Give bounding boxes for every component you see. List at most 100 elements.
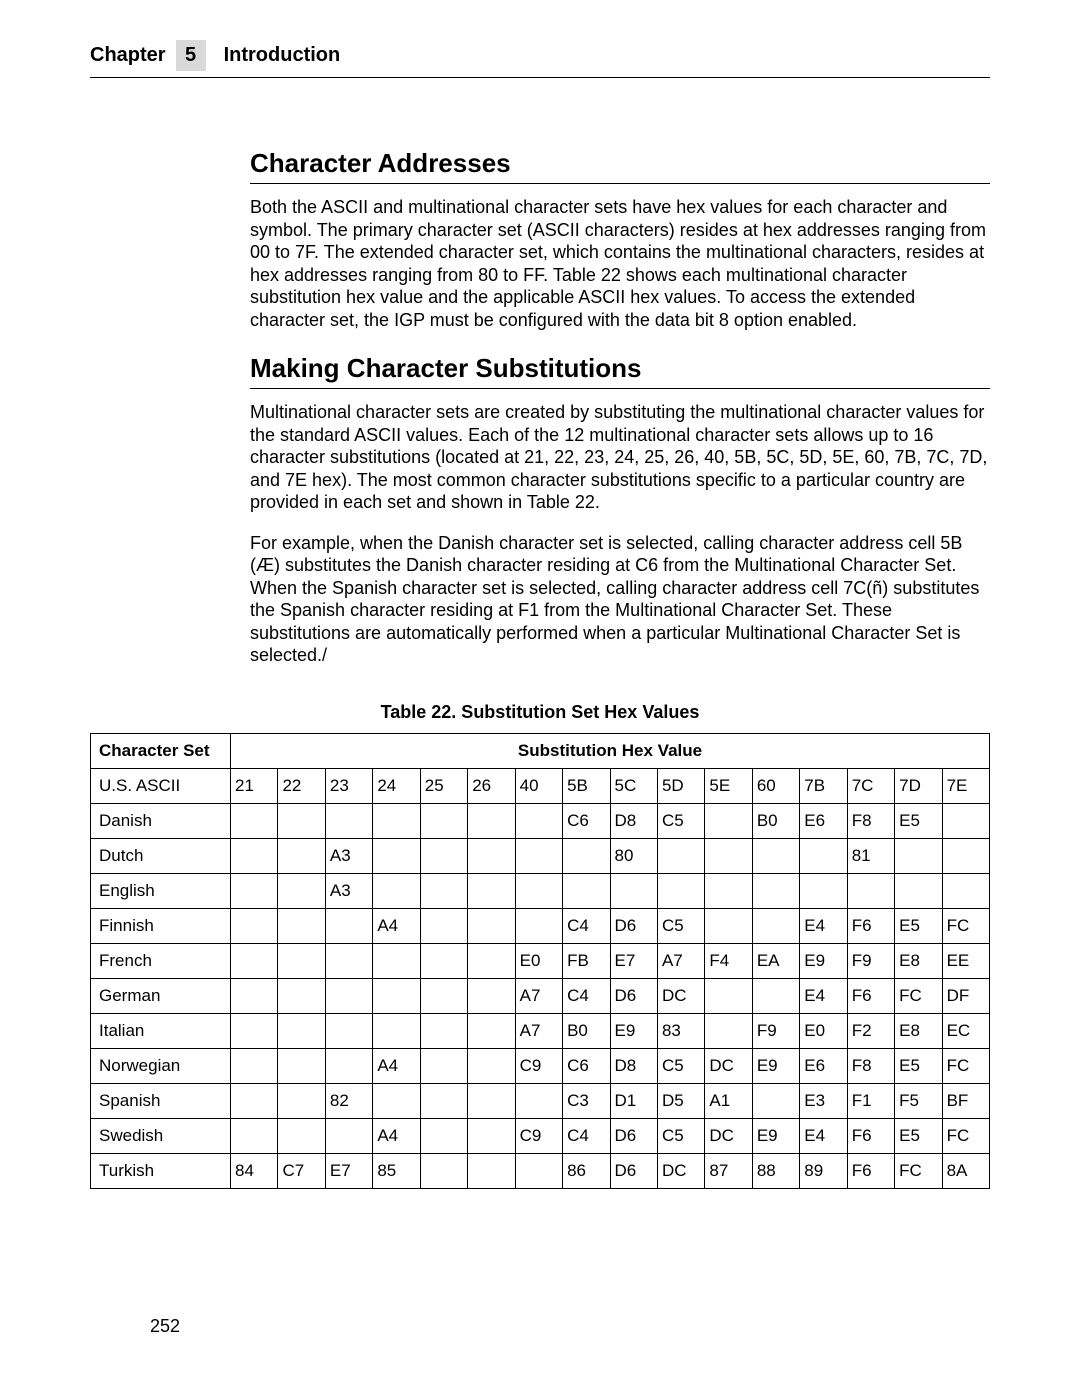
cell-hex-value: C5 bbox=[657, 1048, 704, 1083]
cell-hex-value bbox=[278, 943, 325, 978]
table-caption: Table 22. Substitution Set Hex Values bbox=[90, 702, 990, 723]
cell-hex-value bbox=[420, 1118, 467, 1153]
cell-hex-value: 81 bbox=[847, 838, 894, 873]
cell-hex-value: 60 bbox=[752, 768, 799, 803]
cell-hex-value bbox=[325, 1048, 372, 1083]
table-row: Turkish84C7E78586D6DC878889F6FC8A bbox=[91, 1153, 990, 1188]
cell-hex-value: D5 bbox=[657, 1083, 704, 1118]
cell-hex-value bbox=[657, 873, 704, 908]
cell-hex-value bbox=[468, 1048, 515, 1083]
cell-hex-value bbox=[231, 1118, 278, 1153]
page: Chapter 5 Introduction Character Address… bbox=[0, 0, 1080, 1397]
cell-character-set: English bbox=[91, 873, 231, 908]
cell-hex-value: DC bbox=[657, 1153, 704, 1188]
cell-hex-value: E6 bbox=[800, 803, 847, 838]
cell-hex-value: F6 bbox=[847, 978, 894, 1013]
cell-hex-value bbox=[468, 908, 515, 943]
cell-hex-value bbox=[515, 803, 562, 838]
cell-hex-value bbox=[231, 908, 278, 943]
cell-hex-value bbox=[752, 838, 799, 873]
cell-hex-value bbox=[231, 1083, 278, 1118]
table-header-row: Character Set Substitution Hex Value bbox=[91, 733, 990, 768]
cell-hex-value: B0 bbox=[563, 1013, 610, 1048]
cell-hex-value: B0 bbox=[752, 803, 799, 838]
cell-hex-value bbox=[373, 838, 420, 873]
cell-hex-value bbox=[278, 873, 325, 908]
cell-hex-value: A7 bbox=[657, 943, 704, 978]
table-row: SwedishA4C9C4D6C5DCE9E4F6E5FC bbox=[91, 1118, 990, 1153]
cell-hex-value: E3 bbox=[800, 1083, 847, 1118]
cell-hex-value: 80 bbox=[610, 838, 657, 873]
cell-hex-value bbox=[420, 838, 467, 873]
cell-hex-value bbox=[373, 873, 420, 908]
cell-hex-value: 82 bbox=[325, 1083, 372, 1118]
cell-hex-value: C9 bbox=[515, 1118, 562, 1153]
cell-character-set: German bbox=[91, 978, 231, 1013]
cell-hex-value bbox=[895, 838, 942, 873]
cell-hex-value bbox=[610, 873, 657, 908]
cell-hex-value: E0 bbox=[515, 943, 562, 978]
section-body: For example, when the Danish character s… bbox=[250, 532, 990, 667]
cell-hex-value bbox=[468, 943, 515, 978]
cell-hex-value: DC bbox=[705, 1048, 752, 1083]
cell-hex-value bbox=[563, 873, 610, 908]
cell-hex-value: A7 bbox=[515, 1013, 562, 1048]
page-header: Chapter 5 Introduction bbox=[90, 40, 990, 78]
cell-hex-value: C4 bbox=[563, 1118, 610, 1153]
cell-hex-value: 7D bbox=[895, 768, 942, 803]
cell-hex-value: C5 bbox=[657, 908, 704, 943]
cell-character-set: Spanish bbox=[91, 1083, 231, 1118]
cell-hex-value: D1 bbox=[610, 1083, 657, 1118]
cell-hex-value bbox=[278, 1048, 325, 1083]
cell-hex-value: EC bbox=[942, 1013, 989, 1048]
chapter-number: 5 bbox=[176, 40, 206, 71]
cell-hex-value bbox=[705, 873, 752, 908]
cell-hex-value bbox=[231, 1013, 278, 1048]
cell-hex-value: DC bbox=[657, 978, 704, 1013]
content-column: Character Addresses Both the ASCII and m… bbox=[250, 148, 990, 667]
cell-hex-value bbox=[231, 1048, 278, 1083]
cell-hex-value: D6 bbox=[610, 908, 657, 943]
cell-hex-value: F1 bbox=[847, 1083, 894, 1118]
cell-hex-value: A4 bbox=[373, 908, 420, 943]
cell-hex-value: F9 bbox=[847, 943, 894, 978]
table-row: ItalianA7B0E983F9E0F2E8EC bbox=[91, 1013, 990, 1048]
cell-hex-value: E4 bbox=[800, 1118, 847, 1153]
th-character-set: Character Set bbox=[91, 733, 231, 768]
cell-hex-value: E9 bbox=[752, 1048, 799, 1083]
cell-hex-value bbox=[373, 803, 420, 838]
cell-hex-value: E4 bbox=[800, 978, 847, 1013]
cell-hex-value: 5C bbox=[610, 768, 657, 803]
cell-hex-value: F6 bbox=[847, 908, 894, 943]
cell-hex-value bbox=[325, 908, 372, 943]
cell-hex-value bbox=[705, 803, 752, 838]
table-row: U.S. ASCII212223242526405B5C5D5E607B7C7D… bbox=[91, 768, 990, 803]
cell-hex-value: 88 bbox=[752, 1153, 799, 1188]
cell-hex-value bbox=[420, 1013, 467, 1048]
cell-hex-value bbox=[420, 1083, 467, 1118]
cell-hex-value: E6 bbox=[800, 1048, 847, 1083]
cell-hex-value: F8 bbox=[847, 1048, 894, 1083]
cell-hex-value bbox=[420, 943, 467, 978]
cell-hex-value bbox=[942, 803, 989, 838]
cell-hex-value: F5 bbox=[895, 1083, 942, 1118]
cell-hex-value bbox=[705, 1013, 752, 1048]
cell-hex-value bbox=[515, 908, 562, 943]
cell-hex-value: 89 bbox=[800, 1153, 847, 1188]
cell-character-set: Danish bbox=[91, 803, 231, 838]
cell-hex-value bbox=[752, 978, 799, 1013]
cell-hex-value bbox=[705, 838, 752, 873]
cell-hex-value: E8 bbox=[895, 1013, 942, 1048]
cell-hex-value: FC bbox=[942, 1048, 989, 1083]
cell-hex-value bbox=[420, 803, 467, 838]
cell-hex-value bbox=[278, 1013, 325, 1048]
cell-hex-value: EE bbox=[942, 943, 989, 978]
cell-hex-value bbox=[895, 873, 942, 908]
table-row: EnglishA3 bbox=[91, 873, 990, 908]
cell-hex-value: FC bbox=[942, 1118, 989, 1153]
cell-hex-value bbox=[373, 943, 420, 978]
cell-hex-value: A1 bbox=[705, 1083, 752, 1118]
cell-hex-value: C5 bbox=[657, 803, 704, 838]
cell-hex-value: A3 bbox=[325, 838, 372, 873]
cell-hex-value: FB bbox=[563, 943, 610, 978]
